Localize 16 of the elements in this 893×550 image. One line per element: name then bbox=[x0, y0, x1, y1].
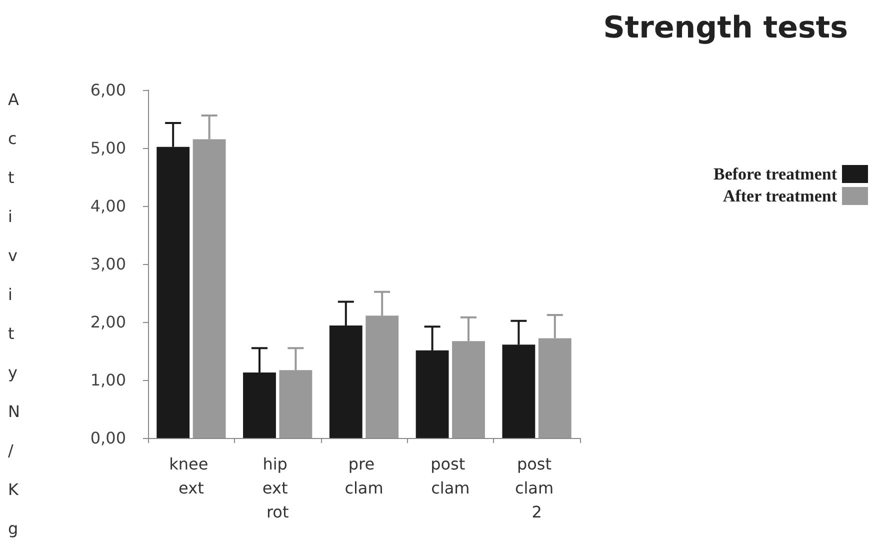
text: Strength tests bbox=[603, 10, 848, 46]
y-tick-label: 6,00 bbox=[90, 80, 126, 100]
y-tick-label: 2,00 bbox=[90, 312, 126, 332]
x-tick-label: post clam 2 bbox=[514, 454, 559, 522]
x-tick-label: pre clam bbox=[344, 454, 384, 498]
legend-label: After treatment bbox=[722, 186, 838, 206]
y-tick-label: 0,00 bbox=[90, 428, 126, 448]
y-tick-label: 5,00 bbox=[90, 138, 126, 158]
legend-label: Before treatment bbox=[713, 164, 838, 184]
x-tick-label: knee ext bbox=[169, 454, 214, 498]
y-tick-label: 1,00 bbox=[90, 370, 126, 390]
y-tick-label: 3,00 bbox=[90, 254, 126, 274]
x-tick-label: post clam bbox=[430, 454, 470, 498]
text: Activity N/Kg bbox=[8, 90, 20, 538]
x-tick-label: hip ext rot bbox=[262, 454, 293, 522]
y-tick-label: 4,00 bbox=[90, 196, 126, 216]
